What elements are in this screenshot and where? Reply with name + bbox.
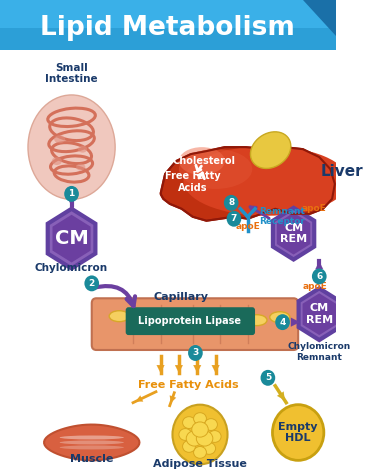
Text: Adipose Tissue: Adipose Tissue — [153, 459, 247, 470]
Text: apoE: apoE — [301, 204, 326, 213]
Ellipse shape — [60, 436, 124, 439]
Polygon shape — [0, 28, 336, 50]
Text: 4: 4 — [279, 318, 286, 327]
Ellipse shape — [183, 416, 195, 429]
Polygon shape — [273, 208, 314, 259]
Polygon shape — [52, 215, 91, 262]
Circle shape — [64, 186, 79, 202]
Text: 1: 1 — [68, 189, 75, 198]
Polygon shape — [303, 0, 336, 36]
Ellipse shape — [247, 315, 267, 326]
Text: apoE: apoE — [235, 222, 260, 231]
Ellipse shape — [179, 149, 252, 189]
Ellipse shape — [205, 419, 217, 431]
Text: Free Fatty
Acids: Free Fatty Acids — [165, 171, 220, 193]
Text: Small
Intestine: Small Intestine — [45, 63, 98, 85]
Ellipse shape — [203, 442, 216, 454]
Text: 6: 6 — [316, 272, 322, 281]
Ellipse shape — [194, 413, 206, 424]
Polygon shape — [44, 424, 139, 460]
Polygon shape — [250, 132, 291, 168]
Polygon shape — [0, 0, 336, 50]
Circle shape — [85, 275, 99, 291]
FancyArrowPatch shape — [94, 286, 135, 306]
Text: Remnant
Receptor: Remnant Receptor — [259, 207, 305, 227]
FancyBboxPatch shape — [126, 307, 255, 335]
Ellipse shape — [132, 316, 152, 327]
FancyArrowPatch shape — [250, 207, 269, 218]
Circle shape — [227, 211, 241, 227]
Ellipse shape — [219, 311, 239, 321]
Text: 5: 5 — [265, 373, 271, 382]
Ellipse shape — [194, 446, 206, 458]
Ellipse shape — [270, 312, 290, 322]
Circle shape — [312, 268, 326, 284]
Polygon shape — [303, 293, 336, 335]
PathPatch shape — [161, 147, 335, 221]
Text: CM: CM — [55, 229, 89, 248]
Polygon shape — [48, 209, 96, 268]
Text: 3: 3 — [192, 348, 198, 358]
Polygon shape — [277, 213, 310, 255]
Ellipse shape — [28, 95, 115, 199]
Text: Muscle: Muscle — [70, 454, 113, 464]
Ellipse shape — [78, 146, 87, 153]
Text: 2: 2 — [89, 279, 95, 288]
Circle shape — [275, 314, 290, 330]
Text: Empty
HDL: Empty HDL — [279, 422, 318, 443]
Ellipse shape — [192, 422, 208, 437]
Ellipse shape — [183, 440, 195, 452]
Ellipse shape — [52, 157, 62, 165]
Ellipse shape — [60, 446, 124, 449]
Ellipse shape — [186, 431, 203, 446]
Ellipse shape — [183, 146, 349, 216]
FancyBboxPatch shape — [92, 298, 298, 350]
Text: 8: 8 — [228, 198, 234, 207]
Ellipse shape — [208, 431, 221, 442]
Ellipse shape — [109, 311, 129, 321]
Circle shape — [188, 345, 203, 361]
Ellipse shape — [179, 429, 192, 440]
Text: Liver: Liver — [321, 164, 364, 179]
Text: Chylomicron: Chylomicron — [35, 264, 108, 274]
Text: Lipid Metabolism: Lipid Metabolism — [41, 15, 295, 41]
Ellipse shape — [60, 440, 124, 445]
Text: Cholesterol: Cholesterol — [172, 156, 235, 166]
Text: Free Fatty Acids: Free Fatty Acids — [138, 380, 238, 390]
Text: 7: 7 — [231, 214, 237, 223]
Circle shape — [272, 405, 324, 460]
Text: CM
REM: CM REM — [306, 304, 333, 325]
Text: Chylomicron
Remnant: Chylomicron Remnant — [288, 342, 351, 362]
Circle shape — [261, 370, 275, 386]
Ellipse shape — [160, 312, 180, 322]
Ellipse shape — [187, 316, 207, 327]
FancyArrowPatch shape — [198, 173, 204, 179]
Ellipse shape — [179, 147, 225, 175]
FancyArrowPatch shape — [196, 165, 201, 171]
Text: CM
REM: CM REM — [280, 223, 307, 244]
Text: apoE: apoE — [302, 282, 327, 291]
Ellipse shape — [196, 431, 213, 446]
Circle shape — [172, 405, 228, 464]
Ellipse shape — [54, 135, 65, 143]
Circle shape — [224, 195, 239, 211]
Text: Capillary: Capillary — [153, 292, 208, 302]
Ellipse shape — [76, 164, 85, 171]
Text: Lipoprotein Lipase: Lipoprotein Lipase — [138, 316, 242, 326]
Polygon shape — [299, 288, 340, 340]
